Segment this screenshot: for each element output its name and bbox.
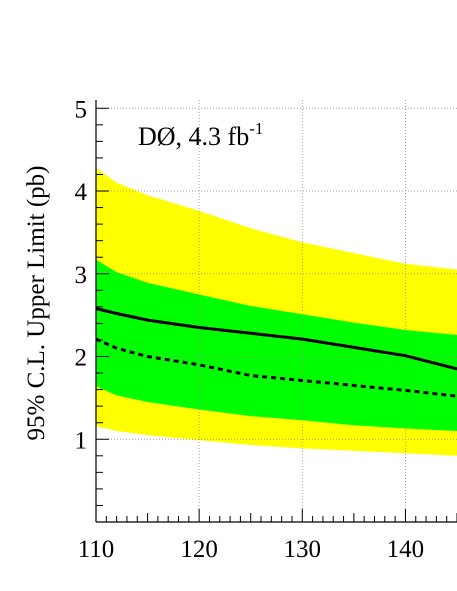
x-tick-label: 130: [284, 536, 322, 563]
tick-marks: [95, 107, 457, 522]
x-tick-label: 140: [387, 536, 425, 563]
axes: [95, 100, 457, 523]
y-tick-label: 5: [75, 96, 88, 123]
y-tick-label: 1: [75, 427, 88, 454]
limit-lines: [95, 307, 457, 398]
x-tick-label: 110: [78, 536, 115, 563]
uncertainty-bands: [96, 167, 457, 456]
experiment-label-sup: -1: [249, 119, 263, 138]
y-tick-label: 2: [75, 345, 88, 372]
experiment-label: DØ, 4.3 fb-1: [138, 119, 263, 151]
y-axis-label: 95% C.L. Upper Limit (pb): [23, 166, 50, 441]
x-tick-label: 120: [180, 536, 218, 563]
band-one-sigma: [96, 259, 457, 431]
y-tick-label: 4: [75, 179, 88, 206]
series-observed-line: [95, 307, 457, 371]
tick-labels: 1 2 3 4 5 110 120 130 140: [75, 96, 425, 563]
experiment-label-main: DØ, 4.3 fb: [138, 122, 249, 151]
y-tick-label: 3: [75, 262, 88, 289]
series-expected-line: [95, 337, 457, 398]
